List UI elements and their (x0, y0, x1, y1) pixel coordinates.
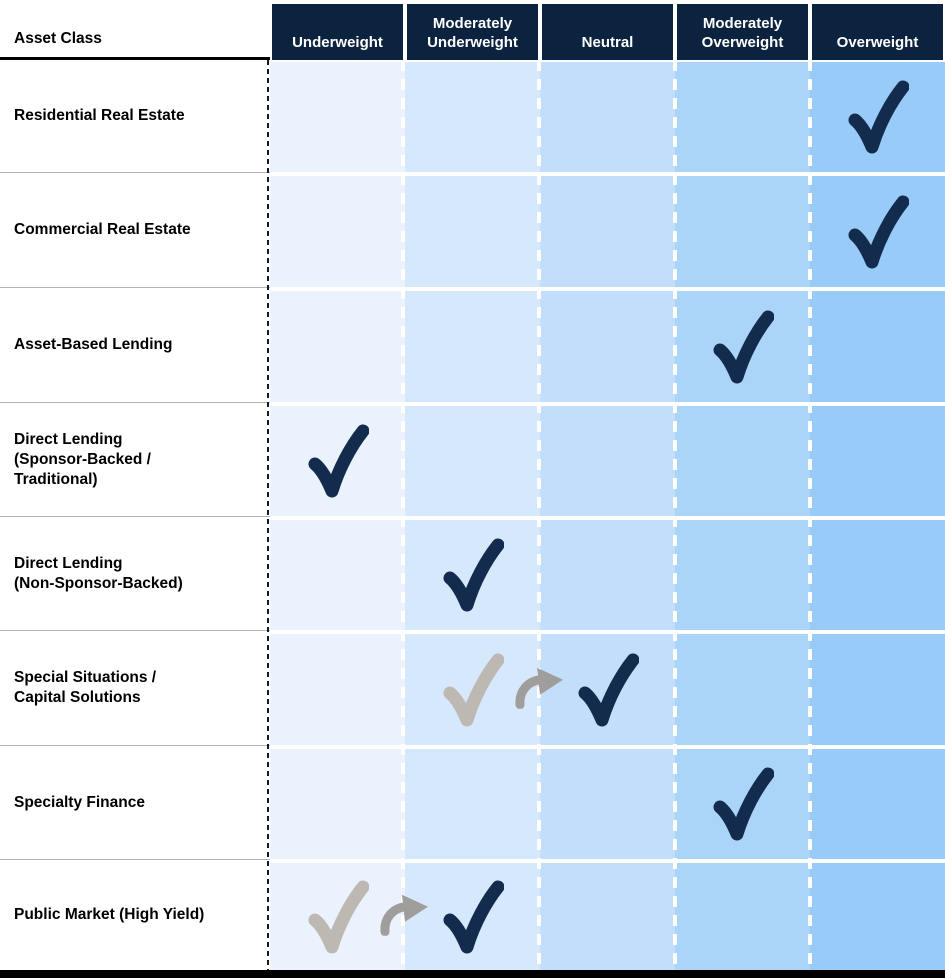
cell-overweight (810, 402, 945, 516)
cell-overweight (810, 859, 945, 970)
asset-class-label-line: Direct Lending (14, 554, 123, 572)
asset-class-label-line: Special Situations / (14, 669, 157, 686)
transition-arrow-icon (380, 894, 428, 936)
column-header-overweight: Overweight (812, 4, 943, 60)
asset-class-label: Direct Lending (Non-Sponsor-Backed) (0, 516, 270, 630)
asset-class-label-line: Asset-Based Lending (14, 336, 173, 353)
asset-class-label-line: (Non-Sponsor-Backed) (14, 574, 183, 592)
column-header-label: Overweight (836, 34, 919, 51)
table-body: Residential Real Estate Commercial Real … (0, 60, 945, 970)
check-icon (308, 424, 369, 498)
cell-moderately-underweight (405, 402, 540, 516)
cell-neutral (540, 859, 675, 970)
asset-class-header-label: Asset Class (14, 30, 102, 47)
column-header-label: Neutral (581, 34, 634, 51)
cell-overweight (810, 172, 945, 287)
cell-moderately-overweight (675, 745, 810, 859)
asset-class-label: Asset-Based Lending (0, 287, 270, 402)
cell-moderately-underweight (405, 172, 540, 287)
cell-moderately-overweight (675, 516, 810, 630)
asset-class-label: Public Market (High Yield) (0, 859, 270, 970)
asset-class-label-line: Traditional) (14, 470, 98, 488)
asset-class-label-line: Specialty Finance (14, 793, 145, 811)
table-header: Asset Class Underweight Moderately Under… (0, 0, 945, 60)
cell-moderately-underweight (405, 630, 540, 745)
cell-neutral (540, 630, 675, 745)
cell-moderately-underweight (405, 859, 540, 970)
table-row: Commercial Real Estate (0, 172, 945, 287)
cell-moderately-underweight (405, 60, 540, 172)
column-header-label: Underweight (292, 34, 383, 51)
cell-moderately-overweight (675, 172, 810, 287)
transition-arrow (378, 889, 432, 936)
column-header-label: Moderately Overweight (701, 15, 784, 51)
cell-moderately-underweight (405, 287, 540, 402)
cell-overweight (810, 60, 945, 172)
table-row: Asset-Based Lending (0, 287, 945, 402)
bottom-border (0, 970, 945, 978)
previous-check-icon (443, 653, 504, 726)
cell-neutral (540, 516, 675, 630)
asset-class-label-line: Residential Real Estate (14, 107, 185, 124)
cell-moderately-overweight (675, 402, 810, 516)
cell-moderately-underweight (405, 516, 540, 630)
check-icon (713, 310, 774, 383)
cell-underweight (270, 60, 405, 172)
column-header-label: Moderately Underweight (427, 15, 518, 51)
column-header-moderately-overweight: Moderately Overweight (677, 4, 808, 60)
cell-overweight (810, 287, 945, 402)
cell-overweight (810, 516, 945, 630)
cell-underweight (270, 859, 405, 970)
cell-moderately-overweight (675, 859, 810, 970)
cell-underweight (270, 745, 405, 859)
column-header-neutral: Neutral (542, 4, 673, 60)
cell-neutral (540, 745, 675, 859)
check-icon (713, 767, 774, 841)
asset-class-label-line: Public Market (High Yield) (14, 906, 205, 923)
check-icon (848, 80, 909, 154)
table-row: Specialty Finance (0, 745, 945, 859)
table-row: Public Market (High Yield) (0, 859, 945, 970)
column-header-moderately-underweight: Moderately Underweight (407, 4, 538, 60)
asset-class-header: Asset Class (0, 0, 270, 60)
cell-underweight (270, 516, 405, 630)
cell-moderately-overweight (675, 630, 810, 745)
cell-overweight (810, 630, 945, 745)
asset-class-label: Direct Lending (Sponsor-Backed / Tradition… (0, 402, 270, 516)
table-row: Special Situations / Capital Solutions (0, 630, 945, 745)
cell-overweight (810, 745, 945, 859)
cell-underweight (270, 172, 405, 287)
cell-underweight (270, 287, 405, 402)
asset-class-label-line: (Sponsor-Backed / (14, 450, 151, 468)
previous-check-icon (308, 880, 369, 953)
cell-neutral (540, 172, 675, 287)
cell-moderately-overweight (675, 287, 810, 402)
cell-moderately-overweight (675, 60, 810, 172)
cell-neutral (540, 287, 675, 402)
asset-class-label-line: Commercial Real Estate (14, 221, 191, 238)
asset-class-label: Commercial Real Estate (0, 172, 270, 287)
table-row: Residential Real Estate (0, 60, 945, 172)
asset-class-label: Special Situations / Capital Solutions (0, 630, 270, 745)
cell-moderately-underweight (405, 745, 540, 859)
cell-neutral (540, 60, 675, 172)
check-icon (443, 880, 504, 953)
check-icon (848, 195, 909, 268)
table-row: Direct Lending (Sponsor-Backed / Tradition… (0, 402, 945, 516)
cell-underweight (270, 630, 405, 745)
asset-class-label: Residential Real Estate (0, 60, 270, 172)
transition-arrow (513, 662, 567, 709)
asset-class-label-line: Capital Solutions (14, 689, 141, 706)
check-icon (578, 653, 639, 726)
asset-class-label-line: Direct Lending (14, 430, 123, 448)
cell-underweight (270, 402, 405, 516)
check-icon (443, 538, 504, 612)
table-row: Direct Lending (Non-Sponsor-Backed) (0, 516, 945, 630)
transition-arrow-icon (515, 667, 563, 709)
cell-neutral (540, 402, 675, 516)
column-header-underweight: Underweight (272, 4, 403, 60)
asset-class-label: Specialty Finance (0, 745, 270, 859)
